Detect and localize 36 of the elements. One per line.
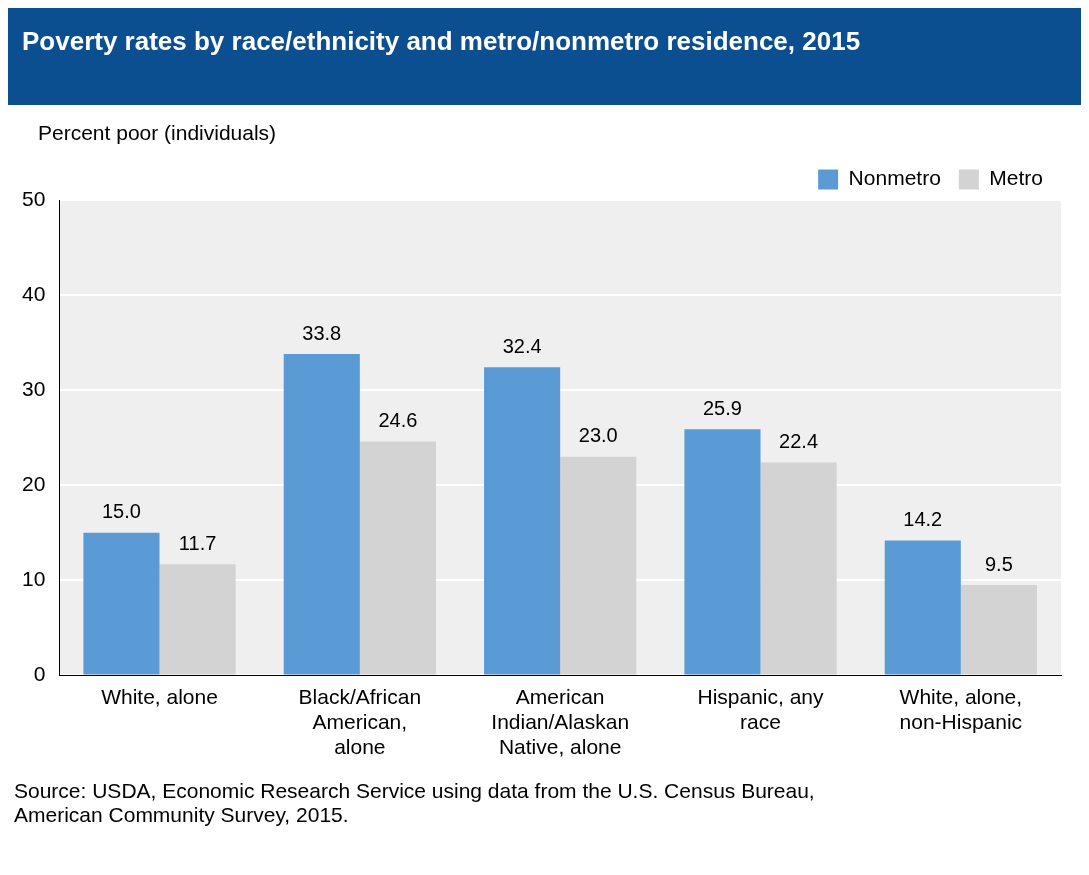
data-label: 32.4 <box>502 334 542 357</box>
y-axis-title: Percent poor (individuals) <box>38 121 278 145</box>
y-tick-label: 30 <box>22 376 46 400</box>
x-tick-label: American Indian/Alaskan Native, alone <box>491 684 630 759</box>
y-tick-label: 50 <box>22 186 46 210</box>
y-tick-label: 40 <box>22 281 46 305</box>
data-label: 25.9 <box>702 396 742 419</box>
data-label: 33.8 <box>302 321 342 344</box>
data-label: 24.6 <box>378 409 418 432</box>
bar <box>760 462 837 675</box>
legend-label: Metro <box>989 166 1044 190</box>
x-tick-label: Hispanic, any race <box>697 684 825 733</box>
data-label: 14.2 <box>903 507 943 530</box>
bar <box>359 441 436 675</box>
data-label: 11.7 <box>178 531 217 554</box>
bar <box>83 532 160 675</box>
source-note: Source: USDA, Economic Research Service using data from the U.S. Census Bureau, American Community Survey, 2015. <box>14 779 816 827</box>
y-tick-label: 0 <box>33 662 46 686</box>
data-label: 22.4 <box>779 429 819 452</box>
x-tick-label: White, alone, non-Hispanic <box>899 684 1023 733</box>
legend-label: Nonmetro <box>848 166 941 190</box>
y-tick-label: 10 <box>22 567 46 591</box>
data-label: 23.0 <box>578 424 618 447</box>
data-label: 9.5 <box>984 552 1013 575</box>
x-tick-label: White, alone <box>101 684 218 708</box>
bar <box>960 585 1037 675</box>
data-label: 15.0 <box>101 500 141 523</box>
bar <box>884 540 961 675</box>
y-tick-label: 20 <box>22 472 46 496</box>
bar <box>684 429 761 675</box>
bar <box>484 367 561 675</box>
bar <box>560 456 637 675</box>
bar <box>283 354 360 675</box>
x-tick-label: Black/African American, alone <box>298 684 422 759</box>
bar <box>159 564 236 675</box>
chart-title: Poverty rates by race/ethnicity and metro/nonmetro residence, 2015 <box>8 8 1081 105</box>
